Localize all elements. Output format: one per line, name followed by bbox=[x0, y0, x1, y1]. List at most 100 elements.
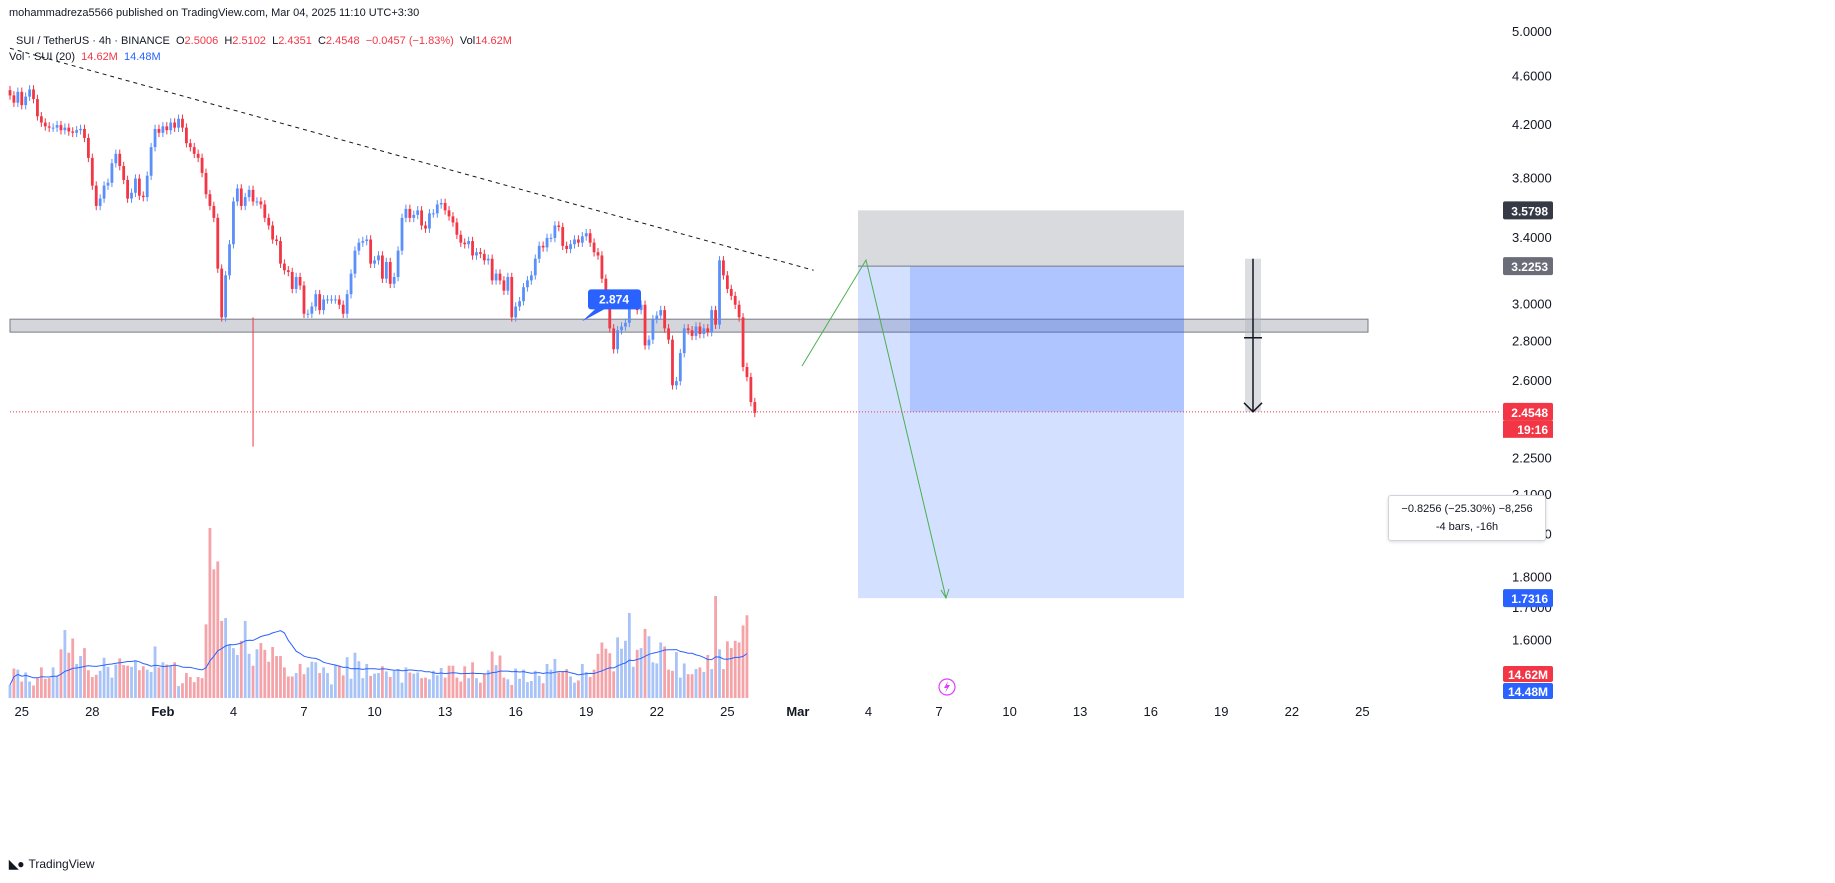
candle-body bbox=[424, 225, 427, 229]
volume-bar bbox=[8, 684, 12, 698]
volume-bar bbox=[16, 669, 20, 698]
volume-bar bbox=[106, 666, 110, 698]
high-label: H bbox=[224, 35, 233, 47]
alert-bolt-icon[interactable] bbox=[938, 678, 956, 696]
candle-body bbox=[725, 275, 729, 289]
position-stop-zone[interactable] bbox=[858, 210, 1184, 267]
time-axis-tick: 19 bbox=[579, 704, 593, 719]
candle-body bbox=[706, 328, 710, 333]
volume-bar bbox=[126, 665, 129, 698]
candle-body bbox=[341, 304, 345, 314]
price-label-box[interactable] bbox=[1503, 402, 1553, 421]
time-axis-tick: 25 bbox=[720, 704, 734, 719]
volume-bar bbox=[145, 669, 149, 698]
volume-bar bbox=[428, 679, 431, 698]
time-axis[interactable]: 25 28 Feb 4 7 10 13 16 19 22 25 Mar 4 7 10 13 16 19 22 25 bbox=[15, 704, 1370, 719]
descending-trendline[interactable] bbox=[9, 47, 814, 271]
price-label-box[interactable] bbox=[1503, 257, 1553, 276]
price-label-box[interactable] bbox=[1503, 201, 1553, 220]
measure-tooltip: −0.8256 (−25.30%) −8,256 -4 bars, -16h bbox=[1388, 495, 1546, 541]
candle-body bbox=[87, 137, 90, 158]
volume-bar bbox=[141, 666, 145, 698]
volume-bar bbox=[694, 669, 698, 698]
volume-bar bbox=[624, 640, 627, 698]
candle-body bbox=[349, 273, 353, 295]
trendline-layer[interactable] bbox=[9, 47, 950, 600]
volume-bar bbox=[32, 685, 35, 698]
candle-body bbox=[592, 242, 596, 253]
volume-bar bbox=[28, 681, 31, 698]
volume-bar bbox=[20, 681, 24, 698]
candle-body bbox=[377, 255, 380, 261]
price-label-box[interactable] bbox=[1503, 589, 1553, 608]
candle-body bbox=[737, 304, 741, 318]
candle-body bbox=[396, 250, 400, 277]
volume-label-text: 14.62M bbox=[1508, 668, 1548, 682]
candle-body bbox=[224, 275, 227, 318]
tradingview-branding[interactable]: ◣● TradingView bbox=[9, 857, 95, 871]
time-axis-tick: 19 bbox=[1214, 704, 1228, 719]
position-target-zone[interactable] bbox=[858, 266, 1184, 599]
price-axis-tick: 3.8000 bbox=[1512, 171, 1552, 186]
volume-bar bbox=[181, 683, 184, 698]
drawing-overlays[interactable]: 2.874 bbox=[10, 258, 1500, 696]
candle-body bbox=[545, 237, 549, 248]
candle-body bbox=[47, 126, 51, 128]
candle-body bbox=[710, 310, 714, 333]
time-axis-tick: 16 bbox=[1143, 704, 1157, 719]
candle-body bbox=[518, 301, 521, 307]
symbol-name[interactable]: SUI / TetherUS · 4h · BINANCE bbox=[16, 35, 170, 47]
candle-body bbox=[639, 304, 643, 311]
candle-body bbox=[467, 241, 471, 245]
time-axis-tick: 22 bbox=[650, 704, 664, 719]
volume-bar bbox=[118, 658, 122, 698]
price-callout-box[interactable] bbox=[588, 289, 641, 310]
candle-body bbox=[584, 233, 588, 237]
volume-bar bbox=[502, 677, 506, 698]
candle-body bbox=[326, 299, 329, 301]
volume-bar bbox=[479, 682, 482, 698]
time-axis-tick: 22 bbox=[1285, 704, 1299, 719]
volume-bar bbox=[169, 665, 173, 698]
volume-bar bbox=[373, 673, 376, 698]
volume-bar bbox=[102, 657, 106, 698]
candle-body bbox=[455, 222, 459, 235]
candle-body bbox=[181, 118, 184, 128]
candle-body bbox=[232, 201, 235, 245]
candle-body bbox=[83, 128, 86, 138]
candle-body bbox=[161, 126, 165, 133]
candle-body bbox=[185, 127, 188, 144]
candle-body bbox=[682, 328, 686, 354]
candle-body bbox=[290, 271, 294, 289]
candle-body bbox=[663, 310, 667, 329]
volume-study-name[interactable]: Vol · SUI (20) bbox=[9, 51, 76, 63]
volume-bar bbox=[298, 664, 302, 698]
candle-body bbox=[569, 244, 572, 250]
candle-body bbox=[283, 263, 286, 271]
price-axis[interactable]: 5.0000 4.6000 4.2000 3.8000 3.4000 3.0000 2.80… bbox=[1503, 24, 1553, 699]
volume-bar bbox=[263, 649, 267, 698]
volume-bar bbox=[702, 671, 706, 698]
price-axis-tick: 2.6000 bbox=[1512, 373, 1552, 388]
volume-bar bbox=[247, 653, 251, 698]
volume-bar bbox=[55, 675, 59, 698]
candle-body bbox=[420, 210, 423, 226]
projection-path[interactable] bbox=[801, 258, 947, 599]
volume-bar bbox=[267, 661, 271, 698]
volume-bar bbox=[239, 640, 243, 698]
short-position-tool[interactable] bbox=[858, 210, 1184, 599]
volume-bar bbox=[690, 674, 694, 698]
candle-body bbox=[365, 239, 369, 242]
volume-bar bbox=[341, 675, 345, 698]
candle-body bbox=[451, 216, 455, 223]
volume-ma-value: 14.48M bbox=[123, 51, 161, 63]
candle-body bbox=[686, 328, 690, 331]
candle-body bbox=[118, 153, 122, 167]
candle-body bbox=[114, 153, 118, 164]
measure-arrow-head bbox=[1243, 402, 1263, 413]
candle-body bbox=[8, 90, 12, 96]
volume-bar bbox=[498, 655, 502, 698]
volume-bar bbox=[322, 667, 325, 698]
volume-bar bbox=[608, 653, 612, 698]
